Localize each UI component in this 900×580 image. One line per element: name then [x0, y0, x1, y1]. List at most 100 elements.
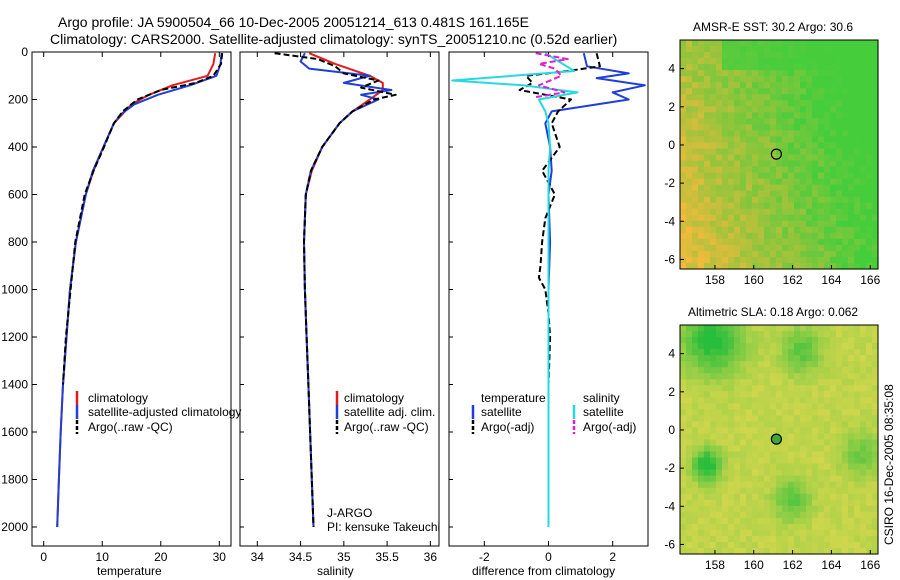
map-cell: [740, 172, 747, 180]
map-cell: [824, 541, 831, 549]
map-cell: [752, 208, 759, 216]
map-cell: [848, 136, 855, 144]
map-cell: [794, 439, 801, 447]
map-cell: [770, 361, 777, 368]
map-cell: [698, 379, 705, 386]
temperature-legend: climatology satellite-adjusted climatolo…: [75, 391, 241, 434]
map-cell: [698, 148, 705, 156]
map-cell: [812, 130, 819, 138]
map-cell: [818, 184, 825, 192]
legend-salinity-header: salinity: [583, 391, 620, 405]
map-cell: [764, 76, 771, 83]
map-cell: [836, 409, 843, 416]
map-cell: [698, 355, 705, 362]
map-cell: [872, 52, 879, 59]
map-cell: [860, 142, 867, 150]
map-cell: [692, 487, 699, 495]
map-cell: [734, 367, 741, 374]
map-cell: [860, 148, 867, 156]
map-cell: [782, 463, 789, 471]
map-cell: [854, 343, 861, 350]
map-cell: [758, 142, 765, 150]
map-cell: [854, 178, 861, 186]
map-cell: [836, 130, 843, 138]
map-cell: [704, 379, 711, 386]
map-cell: [698, 196, 705, 204]
map-cell: [848, 184, 855, 192]
map-cell: [782, 403, 789, 410]
map-cell: [716, 529, 723, 537]
map-cell: [794, 379, 801, 386]
map-cell: [764, 481, 771, 489]
y-tick-label: 600: [8, 188, 28, 202]
map-cell: [752, 52, 759, 59]
map-cell: [722, 238, 729, 246]
map-cell: [698, 136, 705, 144]
map-cell: [728, 337, 735, 344]
map-cell: [710, 397, 717, 404]
map-cell: [776, 94, 783, 101]
map-cell: [794, 403, 801, 410]
map-cell: [830, 250, 837, 258]
map-cell: [794, 118, 801, 125]
map-cell: [872, 451, 879, 459]
map-cell: [824, 244, 831, 252]
map-cell: [746, 148, 753, 156]
map-cell: [758, 118, 765, 125]
map-cell: [728, 136, 735, 144]
map-cell: [866, 385, 873, 392]
map-cell: [866, 244, 873, 252]
map-cell: [704, 451, 711, 459]
map-cell: [872, 262, 879, 270]
map-cell: [680, 361, 687, 368]
map-cell: [812, 94, 819, 101]
map-cell: [698, 142, 705, 150]
map-cell: [818, 385, 825, 392]
map-cell: [722, 451, 729, 459]
map-cell: [746, 403, 753, 410]
map-cell: [806, 535, 813, 543]
map-cell: [740, 244, 747, 252]
map-cell: [818, 451, 825, 459]
map-cell: [692, 397, 699, 404]
map-cell: [770, 196, 777, 204]
map-cell: [740, 517, 747, 525]
map-cell: [824, 148, 831, 156]
map-cell: [716, 190, 723, 198]
map-cell: [716, 361, 723, 368]
map-cell: [782, 88, 789, 95]
map-cell: [836, 82, 843, 89]
map-cell: [800, 94, 807, 101]
map-cell: [800, 499, 807, 507]
map-cell: [734, 196, 741, 204]
map-cell: [842, 184, 849, 192]
map-cell: [764, 475, 771, 483]
map-cell: [842, 112, 849, 119]
map-cell: [758, 232, 765, 240]
map-cell: [794, 535, 801, 543]
map-cell: [764, 88, 771, 95]
map-cell: [686, 232, 693, 240]
map-cell: [776, 172, 783, 180]
map-cell: [806, 106, 813, 113]
map-cell: [848, 52, 855, 59]
map-cell: [782, 349, 789, 356]
map-cell: [686, 46, 693, 53]
map-cell: [812, 451, 819, 459]
map-cell: [860, 397, 867, 404]
map-cell: [776, 511, 783, 519]
map-cell: [788, 64, 795, 71]
map-cell: [680, 397, 687, 404]
map-cell: [872, 106, 879, 113]
map-cell: [722, 433, 729, 441]
map-cell: [872, 337, 879, 344]
map-cell: [782, 355, 789, 362]
map-cell: [812, 172, 819, 180]
map-cell: [812, 517, 819, 525]
map-cell: [860, 226, 867, 234]
map-cell: [716, 148, 723, 156]
map-cell: [704, 112, 711, 119]
map-cell: [746, 178, 753, 186]
map-cell: [836, 196, 843, 204]
